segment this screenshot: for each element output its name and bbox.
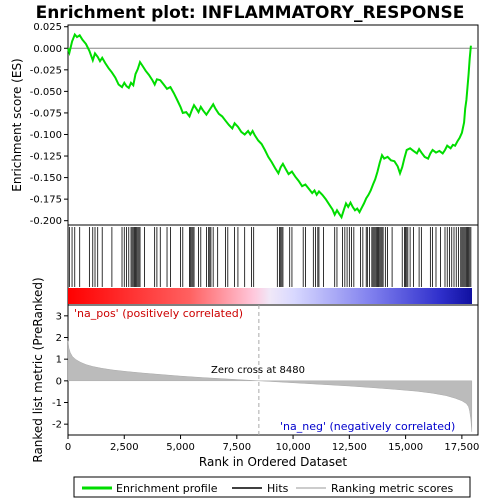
- metric-y-tick-label: 2: [56, 333, 62, 344]
- metric-y-tick-label: 3: [56, 311, 62, 322]
- negative-label: 'na_neg' (negatively correlated): [280, 420, 455, 433]
- es-plot-frame: [67, 24, 479, 226]
- metric-y-axis-label: Ranked list metric (PreRanked): [31, 277, 45, 462]
- es-y-tick-label: -0.175: [30, 195, 62, 206]
- x-axis: 0 2,500 5,000 7,500 10,000 12,500 15,000 17,500: [65, 435, 479, 453]
- es-y-tick-label: -0.075: [30, 108, 62, 119]
- metric-y-tick-label: -1: [52, 398, 62, 409]
- es-y-tick-label: -0.150: [30, 173, 62, 184]
- metric-y-tick-label: 0: [56, 376, 62, 387]
- metric-y-axis: 3 2 1 0 -1 -2: [52, 311, 68, 431]
- rank-color-bar: [68, 288, 472, 304]
- zero-cross-label: Zero cross at 8480: [211, 365, 305, 376]
- legend-profile-label: Enrichment profile: [116, 482, 218, 495]
- legend-hits-label: Hits: [267, 482, 289, 495]
- hits-panel: [67, 224, 479, 306]
- legend-frame: [73, 476, 471, 498]
- es-y-tick-label: 0.025: [33, 22, 62, 33]
- x-tick-label: 12,500: [332, 442, 367, 453]
- x-tick-label: 7,500: [222, 442, 251, 453]
- legend-metric-label: Ranking metric scores: [331, 482, 453, 495]
- x-tick-label: 17,500: [444, 442, 479, 453]
- metric-plot-frame: [67, 304, 479, 436]
- es-y-axis: 0.025 0.000 -0.025 -0.050 -0.075 -0.100 -0.125…: [30, 22, 68, 227]
- chart-title: Enrichment plot: INFLAMMATORY_RESPONSE: [36, 3, 465, 23]
- metric-area: [67, 340, 473, 432]
- hits-marks: [68, 227, 472, 287]
- metric-y-tick-label: -2: [52, 420, 62, 431]
- es-y-tick-label: -0.050: [30, 87, 62, 98]
- x-tick-label: 2,500: [110, 442, 139, 453]
- x-axis-label: Rank in Ordered Dataset: [199, 455, 347, 469]
- x-tick-label: 15,000: [388, 442, 423, 453]
- es-y-tick-label: -0.125: [30, 152, 62, 163]
- positive-label: 'na_pos' (positively correlated): [74, 307, 243, 320]
- metric-y-tick-label: 1: [56, 355, 62, 366]
- es-profile-line: [67, 32, 472, 220]
- x-tick-label: 10,000: [276, 442, 311, 453]
- es-y-axis-label: Enrichment score (ES): [10, 58, 24, 191]
- metric-panel: 3 2 1 0 -1 -2 Zero cross at 8480 'na_pos' (po…: [31, 277, 479, 463]
- es-y-tick-label: 0.000: [33, 44, 62, 55]
- es-y-tick-label: -0.100: [30, 130, 62, 141]
- es-y-tick-label: -0.025: [30, 65, 62, 76]
- es-y-tick-label: -0.200: [30, 216, 62, 227]
- es-panel: 0.025 0.000 -0.025 -0.050 -0.075 -0.100 -0.125…: [10, 22, 479, 227]
- x-tick-label: 5,000: [166, 442, 195, 453]
- legend: Enrichment profile Hits Ranking metric s…: [73, 476, 471, 498]
- x-tick-label: 0: [65, 442, 71, 453]
